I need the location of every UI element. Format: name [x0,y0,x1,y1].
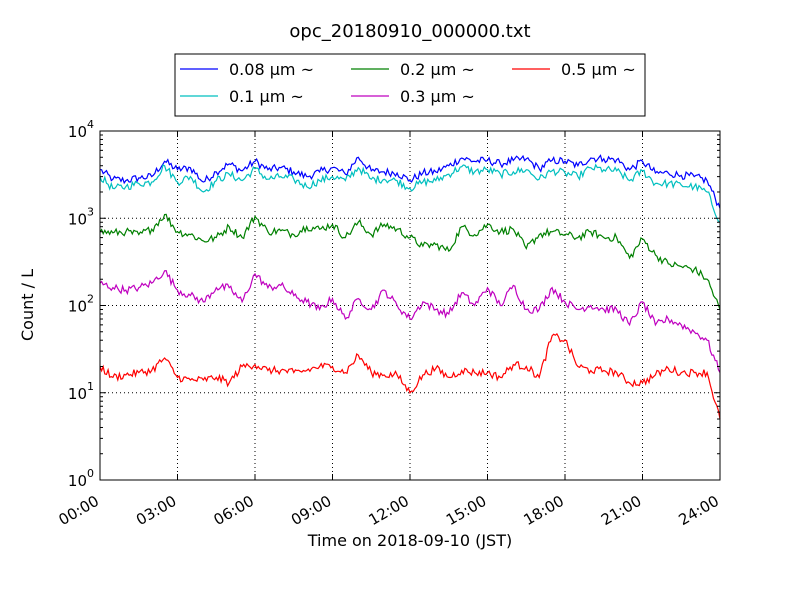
legend: 0.08 μm ~ 0.1 μm ~ 0.2 μm ~ 0.3 μm ~ 0.5 μm … [174,53,646,117]
legend-label: 0.1 μm ~ [229,87,304,106]
y-tick-exponent: 3 [87,205,94,218]
series-line-0 [100,154,721,209]
legend-label: 0.2 μm ~ [400,60,475,79]
y-tick-label: 100 [68,467,94,490]
grid-lines [100,131,720,480]
y-tick-base: 10 [68,210,87,228]
chart-title: opc_20180910_000000.txt [289,21,530,42]
y-tick-exponent: 2 [87,293,94,306]
y-tick-label: 104 [68,118,94,141]
x-tick-label: 15:00 [443,492,489,529]
x-tick-label: 09:00 [288,492,334,529]
legend-label: 0.08 μm ~ [229,60,314,79]
series-line-4 [99,332,721,420]
y-tick-base: 10 [68,385,87,403]
y-tick-base: 10 [68,298,87,316]
x-tick-label: 03:00 [133,492,179,529]
y-tick-exponent: 1 [87,380,94,393]
data-series [99,154,721,420]
y-tick-label: 101 [68,380,94,403]
x-tick-label: 12:00 [366,492,412,529]
y-tick-exponent: 4 [87,118,94,131]
x-tick-label: 06:00 [211,492,257,529]
x-tick-label: 21:00 [598,492,644,529]
x-tick-label: 24:00 [676,492,722,529]
y-tick-exponent: 0 [87,467,94,480]
legend-box [174,53,646,117]
legend-label: 0.5 μm ~ [561,60,636,79]
y-tick-label: 102 [68,293,94,316]
y-tick-label: 103 [68,205,94,228]
series-line-1 [99,163,721,223]
x-tick-label: 18:00 [521,492,567,529]
y-tick-base: 10 [68,123,87,141]
legend-label: 0.3 μm ~ [400,87,475,106]
y-tick-base: 10 [68,472,87,490]
x-axis-label: Time on 2018-09-10 (JST) [307,531,512,550]
series-line-3 [99,269,721,373]
x-tick-label: 00:00 [56,492,102,529]
legend-items: 0.08 μm ~ 0.1 μm ~ 0.2 μm ~ 0.3 μm ~ 0.5 μm … [180,60,636,106]
series-line-2 [99,213,721,310]
y-axis-label: Count / L [18,269,37,341]
